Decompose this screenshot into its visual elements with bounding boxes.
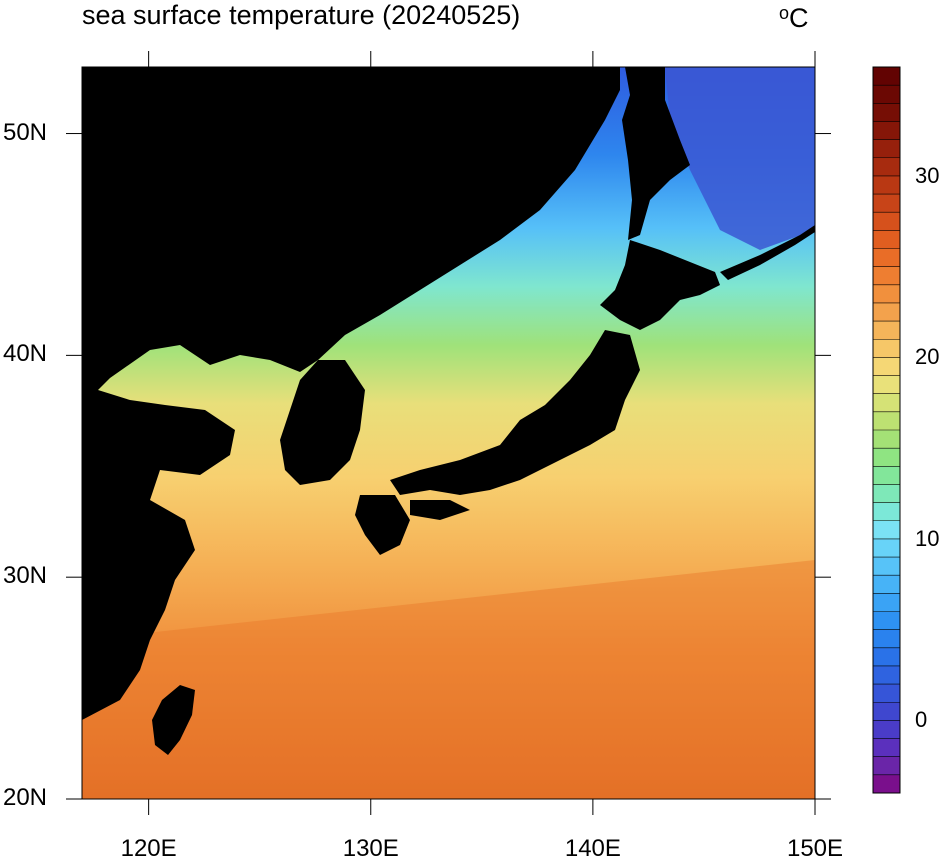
colorbar-swatch [873,720,900,739]
colorbar-swatch [873,684,900,703]
colorbar-swatch [873,121,900,140]
lon-label: 150E [786,835,844,862]
colorbar-swatch [873,248,900,267]
kyushu [355,495,410,555]
map-title: sea surface temperature (20240525) [82,0,521,30]
lat-label: 30N [2,562,47,590]
colorbar-label: 20 [915,344,940,370]
lat-label: 50N [2,118,47,146]
colorbar-swatch [873,756,900,776]
colorbar-swatch [873,520,900,540]
colorbar-swatch [873,611,900,630]
plot-area [82,67,815,799]
colorbar-swatch [873,430,900,449]
okhotsk-cold-water [665,67,815,250]
hokkaido [600,240,720,330]
colorbar-swatch [873,266,900,286]
shikoku [410,500,470,520]
colorbar-swatch [873,194,900,213]
asian-continent [82,67,620,720]
colorbar-frame [872,66,901,794]
sakhalin [622,67,690,240]
colorbar-swatch [873,448,900,467]
honshu [390,330,640,495]
colorbar-swatch [873,103,900,122]
unit-letter: C [789,3,809,33]
colorbar-swatch [873,375,900,394]
colorbar-swatch [873,157,900,177]
colorbar-swatch [873,484,900,503]
colorbar-swatch [873,339,900,358]
colorbar-swatch [873,302,900,322]
colorbar-swatch [873,738,900,757]
lon-label: 130E [342,835,399,862]
taiwan [152,685,195,755]
colorbar-swatch [873,393,900,413]
colorbar-swatch [873,538,900,558]
colorbar-swatch [873,85,900,104]
lon-label: 120E [120,835,177,862]
colorbar-label: 30 [915,162,940,188]
colorbar-swatch [873,647,900,667]
colorbar-swatch [873,774,900,794]
colorbar-swatch [873,139,900,159]
colorbar-swatch [873,230,900,249]
plot-frame [81,66,816,800]
lon-label: 140E [564,835,621,862]
colorbar-swatch [873,466,900,485]
colorbar-swatch [873,629,900,649]
colorbar-swatch [873,702,900,721]
colorbar-swatch [873,212,900,231]
kuril-islands [720,225,815,280]
lat-label: 40N [2,340,47,368]
axis-ticks [66,51,831,815]
colorbar-swatch [873,575,900,594]
korean-peninsula [280,360,365,485]
colorbar-swatch [873,665,900,685]
colorbar-swatch [873,175,900,195]
colorbar-swatch [873,321,900,340]
colorbar-label: 0 [915,707,928,733]
unit-label: oC [779,3,809,34]
colorbar-swatch [873,557,900,576]
lat-label: 20N [2,784,47,811]
colorbar-swatch [873,593,900,612]
colorbar-label: 10 [915,525,940,551]
colorbar-swatch [873,284,900,304]
colorbar-swatch [873,67,900,86]
colorbar [872,66,901,794]
colorbar-swatch [873,411,900,431]
degree-symbol: o [779,3,790,23]
colorbar-swatch [873,357,900,376]
colorbar-swatch [873,502,900,522]
kuroshio-warm-water [82,560,815,799]
